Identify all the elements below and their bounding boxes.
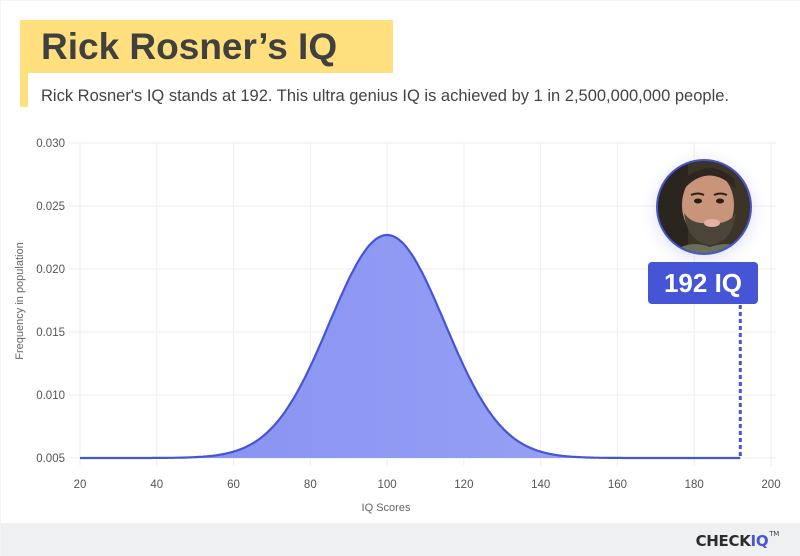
brand-main: CHECK xyxy=(695,532,751,550)
y-tick-label: 0.015 xyxy=(36,327,65,339)
portrait-icon xyxy=(658,161,750,253)
distribution-line xyxy=(80,233,741,460)
x-tick-label: 120 xyxy=(454,479,473,491)
x-tick-label: 80 xyxy=(304,479,317,491)
iq-score-badge: 192 IQ xyxy=(648,262,758,304)
title-accent-bar xyxy=(20,20,28,107)
y-tick-label: 0.010 xyxy=(36,390,65,402)
x-tick-label: 40 xyxy=(150,479,163,491)
avatar xyxy=(656,159,752,255)
x-tick-label: 20 xyxy=(74,479,87,491)
y-tick-label: 0.020 xyxy=(36,264,65,276)
x-tick-label: 100 xyxy=(378,479,397,491)
page-title: Rick Rosner’s IQ xyxy=(41,26,338,67)
brand-trademark: TM xyxy=(769,530,779,538)
x-axis-ticks: 20 40 60 80 100 120 140 160 180 200 xyxy=(74,479,781,491)
brand-logo[interactable]: CHECKIQTM xyxy=(695,530,780,550)
y-axis-ticks: 0.005 0.010 0.015 0.020 0.025 0.030 xyxy=(36,138,65,465)
x-axis-label: IQ Scores xyxy=(362,502,411,514)
y-tick-label: 0.030 xyxy=(36,138,65,150)
footer: CHECKIQTM xyxy=(1,523,800,556)
y-axis-label: Frequency in population xyxy=(14,242,26,359)
title-highlight xyxy=(20,20,393,73)
page-subtitle: Rick Rosner's IQ stands at 192. This ult… xyxy=(41,87,729,105)
brand-accent: IQ xyxy=(750,532,769,550)
y-tick-label: 0.025 xyxy=(36,201,65,213)
x-tick-label: 60 xyxy=(227,479,240,491)
x-tick-label: 160 xyxy=(608,479,627,491)
x-tick-label: 180 xyxy=(685,479,704,491)
distribution-area xyxy=(80,235,741,458)
x-tick-label: 140 xyxy=(531,479,550,491)
x-tick-label: 200 xyxy=(761,479,780,491)
y-tick-label: 0.005 xyxy=(36,453,65,465)
